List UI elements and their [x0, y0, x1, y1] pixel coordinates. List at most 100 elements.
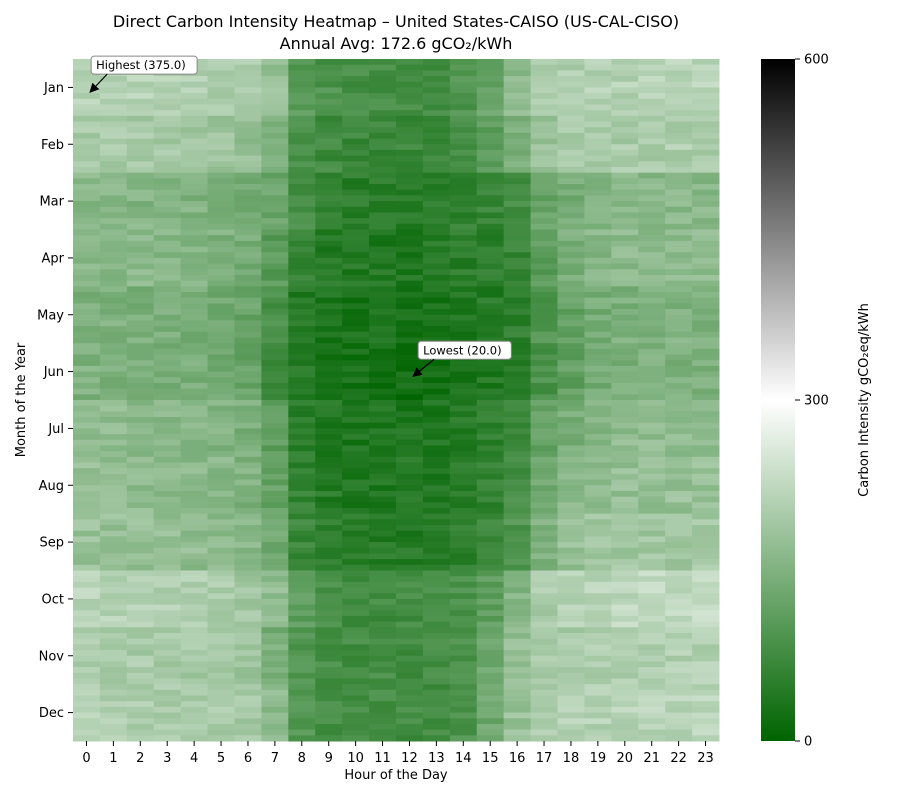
heatmap-cell: [503, 229, 532, 287]
heatmap-cell: [369, 115, 397, 174]
heatmap-cell: [584, 59, 612, 117]
heatmap-cell: [449, 229, 478, 287]
heatmap-cell: [503, 400, 532, 458]
heatmap-cell: [99, 172, 128, 230]
heatmap-cell: [288, 229, 316, 287]
heatmap-cell: [665, 172, 693, 230]
heatmap-cell: [369, 286, 397, 344]
heatmap-cell: [261, 513, 289, 571]
heatmap-cell: [530, 570, 558, 628]
heatmap-cell: [180, 229, 209, 287]
heatmap-cell: [153, 400, 182, 458]
heatmap-cell: [665, 400, 693, 458]
heatmap-cell: [638, 343, 666, 401]
heatmap-cell: [99, 115, 128, 174]
heatmap-cell: [342, 59, 370, 117]
heatmap-cell: [180, 400, 209, 458]
heatmap-cell: [422, 456, 451, 515]
heatmap-cell: [153, 229, 182, 287]
heatmap-cell: [315, 627, 343, 685]
y-tick-label: May: [37, 308, 64, 323]
heatmap-cell: [369, 570, 397, 628]
heatmap-cell: [261, 286, 289, 344]
heatmap-cell: [180, 627, 209, 685]
heatmap-cell: [288, 570, 316, 628]
colorbar-ticks: 0 300 600: [795, 53, 829, 750]
heatmap-cell: [530, 627, 558, 685]
heatmap-cell: [530, 684, 558, 742]
heatmap-cell: [396, 172, 424, 230]
heatmap-cell: [207, 456, 235, 515]
y-tick-label: Mar: [39, 195, 64, 210]
heatmap-cell: [476, 286, 505, 344]
heatmap-cell: [503, 570, 532, 628]
x-tick-label: 2: [136, 751, 144, 766]
heatmap-cell: [449, 456, 478, 515]
heatmap-cell: [665, 627, 693, 685]
y-tick-label: Jan: [43, 81, 64, 96]
heatmap-cell: [234, 115, 262, 174]
heatmap-cell: [180, 343, 209, 401]
heatmap-cell: [422, 115, 451, 174]
heatmap-cell: [153, 513, 182, 571]
heatmap-cell: [369, 172, 397, 230]
heatmap-cell: [73, 513, 101, 571]
heatmap-cell: [530, 400, 558, 458]
heatmap-cell: [611, 456, 639, 515]
heatmap-cell: [207, 59, 235, 117]
heatmap-cell: [288, 456, 316, 515]
heatmap-cell: [315, 115, 343, 174]
heatmap-cell: [261, 115, 289, 174]
heatmap-cell: [557, 627, 585, 685]
heatmap-cell: [611, 343, 639, 401]
heatmap-cell: [261, 172, 289, 230]
heatmap-cell: [557, 343, 585, 401]
heatmap-cell: [99, 627, 128, 685]
heatmap-cell: [261, 456, 289, 515]
heatmap-cell: [476, 513, 505, 571]
x-tick-label: 18: [563, 751, 580, 766]
x-tick-label: 0: [82, 751, 90, 766]
heatmap-cell: [638, 456, 666, 515]
heatmap-cell: [315, 343, 343, 401]
heatmap-cell: [126, 627, 155, 685]
heatmap-cell: [449, 627, 478, 685]
heatmap-cell: [422, 400, 451, 458]
heatmap-cell: [584, 570, 612, 628]
x-axis-ticks: 0 1 2 3 4 5 6 7 8 9 10 11 12 13 14 15 16 17 18 19 20 21 22 23: [82, 741, 714, 766]
heatmap-cell: [315, 570, 343, 628]
heatmap-cell: [396, 627, 424, 685]
heatmap-cell: [422, 286, 451, 344]
heatmap-cell: [584, 343, 612, 401]
heatmap-cell: [261, 400, 289, 458]
heatmap-cell: [557, 400, 585, 458]
heatmap-cell: [422, 229, 451, 287]
heatmap-cell: [530, 343, 558, 401]
heatmap-cell: [73, 343, 101, 401]
heatmap-cell: [476, 684, 505, 742]
heatmap-cell: [126, 570, 155, 628]
heatmap-cell: [288, 513, 316, 571]
heatmap-cell: [234, 513, 262, 571]
heatmap-cell: [288, 627, 316, 685]
heatmap-cell: [261, 229, 289, 287]
heatmap-cells: [73, 59, 720, 742]
heatmap-cell: [207, 684, 235, 742]
heatmap-cell: [180, 456, 209, 515]
heatmap-cell: [396, 400, 424, 458]
heatmap-cell: [342, 684, 370, 742]
heatmap-cell: [611, 570, 639, 628]
heatmap-cell: [557, 115, 585, 174]
heatmap-cell: [73, 570, 101, 628]
heatmap-cell: [369, 627, 397, 685]
heatmap-cell: [476, 59, 505, 117]
heatmap-cell: [180, 570, 209, 628]
heatmap-cell: [126, 286, 155, 344]
heatmap-cell: [530, 286, 558, 344]
colorbar-tick-label: 300: [804, 394, 829, 409]
x-tick-label: 17: [536, 751, 553, 766]
heatmap-cell: [665, 343, 693, 401]
y-tick-label: Apr: [42, 251, 65, 266]
heatmap-cell: [153, 343, 182, 401]
